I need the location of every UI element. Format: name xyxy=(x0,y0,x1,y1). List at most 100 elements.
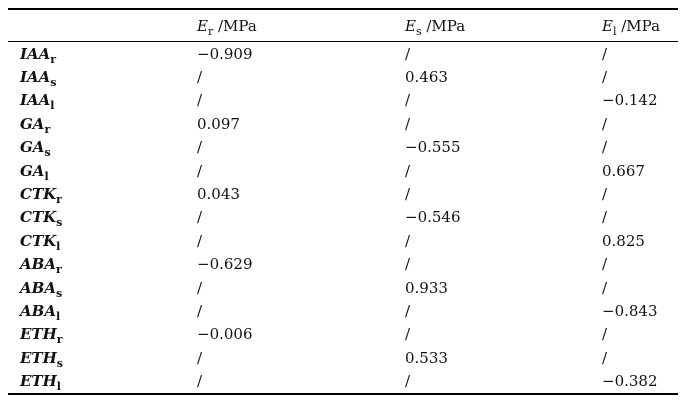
header-es-symbol: E xyxy=(405,16,416,35)
row-label: IAAr xyxy=(8,45,197,66)
row-label: GAs xyxy=(8,138,197,160)
row-label-sub: l xyxy=(56,239,61,253)
cell-es: / xyxy=(405,231,411,250)
cell-er: −0.629 xyxy=(197,255,253,274)
table-row: IAAl / / −0.142 xyxy=(8,89,678,112)
row-label-base: ETH xyxy=(20,348,57,367)
cell-er: 0.097 xyxy=(197,114,240,133)
cell-er: −0.909 xyxy=(197,44,253,63)
table-row: ETHl / / −0.382 xyxy=(8,369,678,392)
header-er-symbol: E xyxy=(197,16,208,35)
cell-es: / xyxy=(405,114,411,133)
header-el: El /MPa xyxy=(602,16,678,38)
row-label-sub: r xyxy=(56,333,63,347)
row-label: IAAs xyxy=(8,68,197,90)
cell-el: / xyxy=(602,114,608,133)
header-es-subscript: s xyxy=(415,24,422,38)
cell-el: −0.382 xyxy=(602,372,658,391)
cell-es: / xyxy=(405,185,411,204)
cell-es: / xyxy=(405,325,411,344)
row-label: ETHs xyxy=(8,348,197,370)
cell-es: 0.933 xyxy=(405,278,448,297)
cell-er: / xyxy=(197,208,203,227)
header-es-unit: /MPa xyxy=(421,16,466,35)
row-label-sub: r xyxy=(50,52,57,66)
table-row: GAs / −0.555 / xyxy=(8,136,678,159)
row-label-sub: r xyxy=(44,122,51,136)
row-label: GAr xyxy=(8,114,197,136)
row-label-sub: r xyxy=(56,193,62,207)
cell-el: / xyxy=(602,138,608,157)
row-label-sub: s xyxy=(44,146,51,160)
header-es: Es /MPa xyxy=(405,16,602,38)
table-row: CTKr 0.043 / / xyxy=(8,182,678,205)
row-label-sub: s xyxy=(55,286,63,300)
table-row: IAAs / 0.463 / xyxy=(8,65,678,88)
row-label-base: ETH xyxy=(20,372,57,391)
row-label: IAAl xyxy=(8,91,197,111)
cell-es: 0.463 xyxy=(405,68,448,87)
table-row: IAAr −0.909 / / xyxy=(8,42,678,65)
cell-el: / xyxy=(602,325,608,344)
header-el-subscript: l xyxy=(612,24,617,38)
row-label-base: GA xyxy=(20,138,45,157)
cell-er: / xyxy=(197,278,203,297)
cell-el: / xyxy=(602,185,608,204)
row-label: ABAl xyxy=(8,301,197,323)
row-label-base: GA xyxy=(20,114,45,133)
header-er-subscript: r xyxy=(207,24,214,38)
row-label: ETHl xyxy=(8,372,197,394)
row-label-sub: l xyxy=(56,380,61,394)
cell-es: −0.555 xyxy=(405,138,461,157)
row-label-sub: l xyxy=(55,309,61,323)
row-label-base: CTK xyxy=(20,208,57,227)
row-label: CTKl xyxy=(8,231,197,253)
cell-er: / xyxy=(197,91,203,110)
cell-el: / xyxy=(602,255,608,274)
cell-el: −0.142 xyxy=(602,91,658,110)
table-row: ABAs / 0.933 / xyxy=(8,276,678,299)
header-el-unit: /MPa xyxy=(616,16,661,35)
row-label-base: ABA xyxy=(20,278,56,297)
cell-el: −0.843 xyxy=(602,301,658,320)
cell-er: / xyxy=(197,68,203,87)
header-er-unit: /MPa xyxy=(213,16,257,35)
table-row: GAr 0.097 / / xyxy=(8,112,678,135)
cell-el: 0.825 xyxy=(602,231,645,250)
cell-el: / xyxy=(602,44,608,63)
cell-es: / xyxy=(405,161,411,180)
cell-es: / xyxy=(405,255,411,274)
row-label-sub: s xyxy=(56,216,63,230)
table-header: Er /MPa Es /MPa El /MPa xyxy=(8,10,678,42)
cell-er: 0.043 xyxy=(197,185,240,204)
row-label-base: CTK xyxy=(20,185,57,204)
row-label-base: ETH xyxy=(20,325,57,344)
cell-es: / xyxy=(405,301,411,320)
cell-el: / xyxy=(602,68,608,87)
cell-el: 0.667 xyxy=(602,161,645,180)
table-row: ETHr −0.006 / / xyxy=(8,323,678,346)
table-row: CTKl / / 0.825 xyxy=(8,229,678,252)
cell-el: / xyxy=(602,208,608,227)
row-label-base: IAA xyxy=(20,91,51,110)
row-label-base: ABA xyxy=(20,255,56,274)
cell-es: / xyxy=(405,44,411,63)
row-label: ABAr xyxy=(8,255,197,275)
row-label-base: CTK xyxy=(20,231,57,250)
cell-er: / xyxy=(197,231,203,250)
row-label: ETHr xyxy=(8,325,197,347)
header-er: Er /MPa xyxy=(197,16,405,38)
cell-er: / xyxy=(197,138,203,157)
row-label-base: ABA xyxy=(20,301,56,320)
hormone-modulus-table: Er /MPa Es /MPa El /MPa IAAr −0.909 / / … xyxy=(8,8,678,395)
cell-er: / xyxy=(197,301,203,320)
row-label: ABAs xyxy=(8,278,197,300)
row-label-sub: s xyxy=(56,356,63,370)
row-label: CTKs xyxy=(8,208,197,230)
table-row: ABAr −0.629 / / xyxy=(8,253,678,276)
table-row: GAl / / 0.667 xyxy=(8,159,678,182)
row-label-sub: s xyxy=(50,76,57,90)
cell-es: −0.546 xyxy=(405,208,461,227)
cell-er: / xyxy=(197,348,203,367)
cell-el: / xyxy=(602,278,608,297)
